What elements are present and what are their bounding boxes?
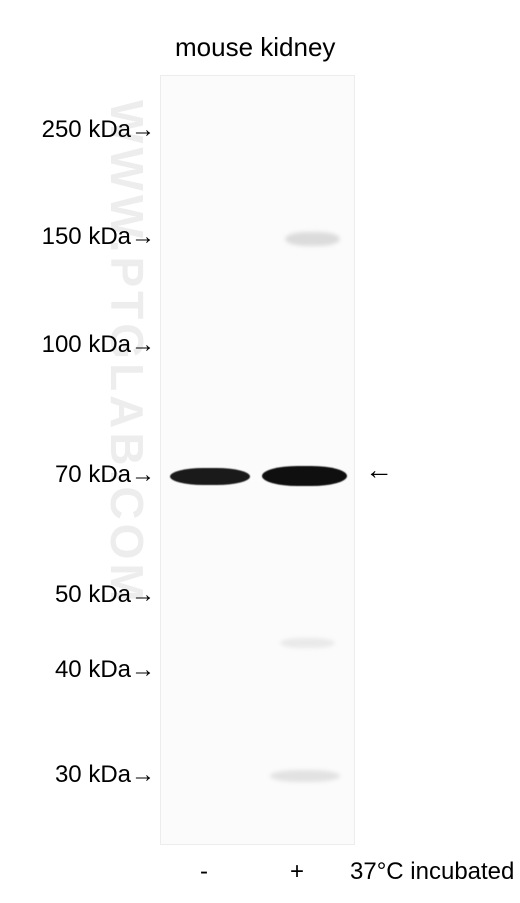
mw-label-text: 250 kDa (42, 116, 131, 143)
mw-marker: 150 kDa→ (42, 223, 155, 251)
condition-plus: + (290, 858, 304, 886)
condition-text: 37°C incubated (350, 858, 514, 886)
mw-marker: 40 kDa→ (55, 656, 155, 684)
arrow-right-icon: → (131, 223, 155, 251)
faint-band (285, 232, 340, 246)
mw-marker: 70 kDa→ (55, 461, 155, 489)
mw-label-text: 40 kDa (55, 656, 131, 683)
mw-marker: 50 kDa→ (55, 581, 155, 609)
mw-label-text: 50 kDa (55, 581, 131, 608)
arrow-right-icon: → (131, 331, 155, 359)
arrow-right-icon: → (131, 581, 155, 609)
band-lane-plus (262, 466, 347, 486)
blot-membrane (160, 75, 355, 845)
mw-label-text: 70 kDa (55, 461, 131, 488)
condition-minus: - (200, 858, 208, 886)
faint-band (280, 638, 335, 648)
target-band-arrow-icon: ← (365, 454, 393, 486)
mw-label-text: 30 kDa (55, 761, 131, 788)
mw-marker: 250 kDa→ (42, 116, 155, 144)
arrow-right-icon: → (131, 461, 155, 489)
sample-label: mouse kidney (175, 32, 335, 63)
mw-label-text: 100 kDa (42, 331, 131, 358)
wb-figure: WWW.PTGLAB.COM mouse kidney 250 kDa→ 150… (0, 0, 520, 903)
band-lane-minus (170, 468, 250, 485)
mw-marker: 100 kDa→ (42, 331, 155, 359)
faint-band (270, 770, 340, 782)
arrow-right-icon: → (131, 761, 155, 789)
mw-label-text: 150 kDa (42, 223, 131, 250)
arrow-right-icon: → (131, 656, 155, 684)
arrow-right-icon: → (131, 116, 155, 144)
mw-marker: 30 kDa→ (55, 761, 155, 789)
